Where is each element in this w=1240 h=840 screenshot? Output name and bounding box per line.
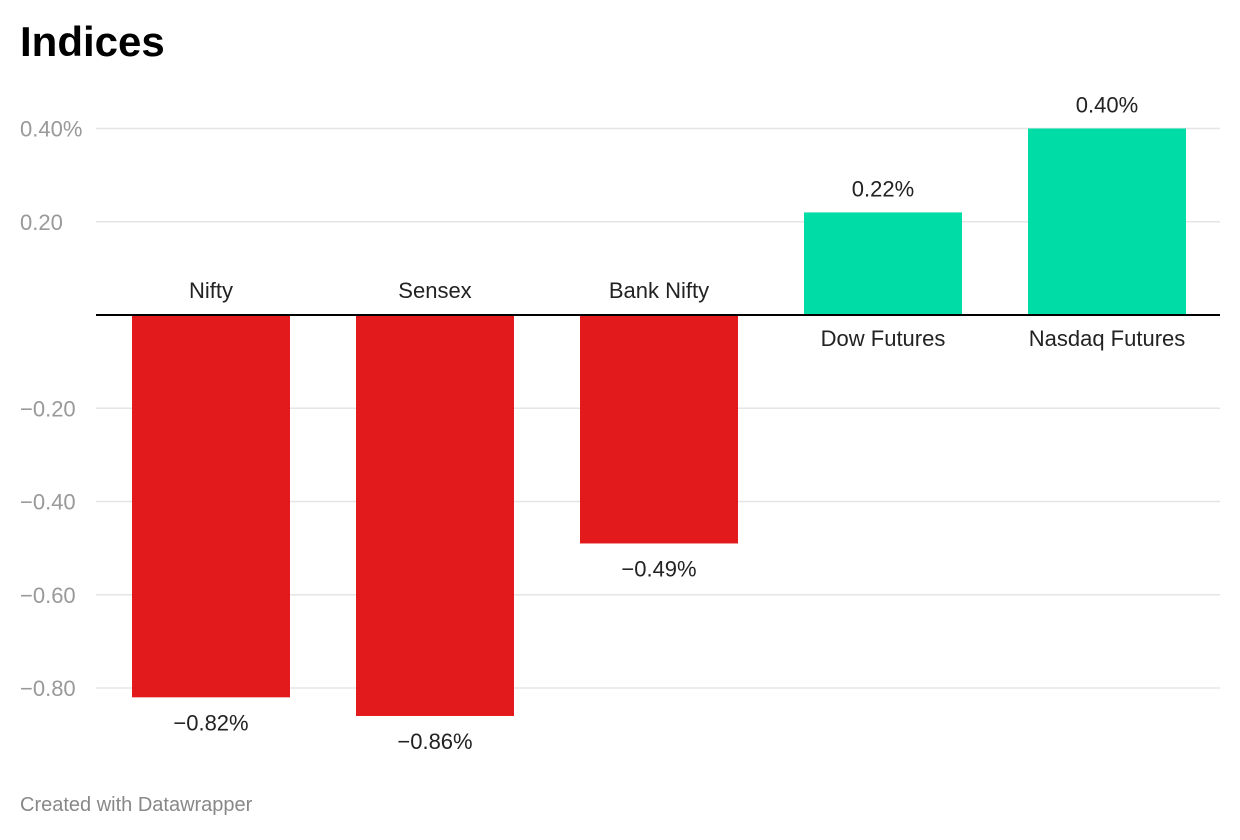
value-label: −0.49% [621, 556, 696, 581]
category-label: Nifty [189, 278, 233, 303]
y-tick-label: 0.20 [20, 210, 63, 235]
value-label: 0.40% [1076, 93, 1138, 118]
y-tick-label: −0.80 [20, 676, 76, 701]
bars [132, 128, 1186, 716]
value-label: 0.22% [852, 176, 914, 201]
category-label: Nasdaq Futures [1029, 326, 1186, 351]
bar [804, 212, 962, 315]
bar [132, 315, 290, 698]
bar-chart: 0.40% 0.20 −0.20 −0.40 −0.60 −0.80 Nifty −0.82… [20, 93, 1220, 754]
bar [1028, 128, 1186, 315]
y-tick-label: −0.60 [20, 583, 76, 608]
y-tick-label: −0.20 [20, 396, 76, 421]
category-label: Dow Futures [821, 326, 946, 351]
category-label: Sensex [398, 278, 471, 303]
value-label: −0.82% [173, 710, 248, 735]
y-tick-label: −0.40 [20, 490, 76, 515]
value-label: −0.86% [397, 729, 472, 754]
chart-title: Indices [20, 18, 165, 65]
y-tick-label: 0.40% [20, 117, 82, 142]
datawrapper-credit: Created with Datawrapper [20, 794, 253, 816]
bar [580, 315, 738, 544]
bar [356, 315, 514, 716]
labels: Nifty −0.82% Sensex −0.86% Bank Nifty −0.49% D… [173, 93, 1185, 754]
category-label: Bank Nifty [609, 278, 709, 303]
